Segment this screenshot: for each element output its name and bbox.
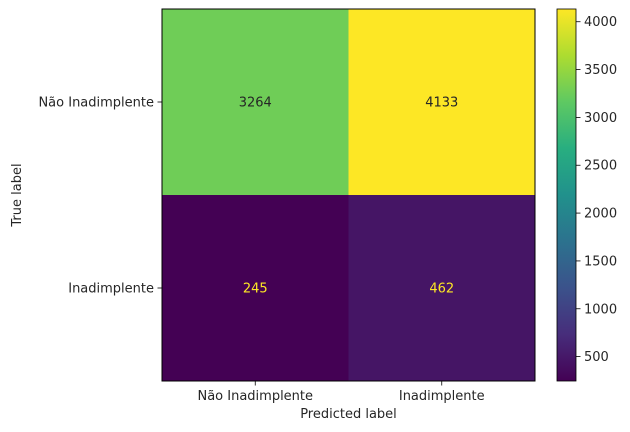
heatmap-cell [162, 9, 349, 195]
colorbar-tick-label: 1500 [584, 254, 617, 269]
colorbar-tick-label: 4000 [584, 15, 617, 30]
cell-value-label: 462 [429, 282, 454, 297]
cell-value-label: 3264 [239, 96, 272, 111]
y-tick-label: Inadimplente [68, 282, 154, 297]
heatmap-cell [348, 9, 535, 195]
x-axis-label: Predicted label [300, 407, 397, 422]
x-tick-label: Inadimplente [399, 389, 485, 404]
cell-value-label: 4133 [425, 96, 458, 111]
colorbar-tick-label: 3500 [584, 63, 617, 78]
cell-value-label: 245 [243, 282, 268, 297]
heatmap-cell [162, 195, 349, 381]
colorbar [556, 8, 577, 382]
y-tick-label: Não Inadimplente [38, 96, 154, 111]
plot-frame [161, 8, 536, 382]
x-axis-ticks: Não Inadimplente Inadimplente [197, 381, 485, 404]
colorbar-tick-label: 2500 [584, 159, 617, 174]
heatmap-cell-labels: 3264 4133 245 462 [239, 96, 459, 297]
heatmap-cell [348, 195, 535, 381]
colorbar-tick-label: 500 [584, 350, 609, 365]
colorbar-tick-label: 3000 [584, 111, 617, 126]
colorbar-tick-label: 2000 [584, 207, 617, 222]
heatmap-cells [162, 9, 535, 381]
colorbar-tick-label: 1000 [584, 302, 617, 317]
y-axis-ticks: Não Inadimplente Inadimplente [38, 96, 162, 297]
colorbar-ticks: 500 1000 1500 2000 2500 3000 3500 4000 [576, 15, 617, 365]
y-axis-label: True label [10, 163, 25, 227]
x-tick-label: Não Inadimplente [197, 389, 313, 404]
